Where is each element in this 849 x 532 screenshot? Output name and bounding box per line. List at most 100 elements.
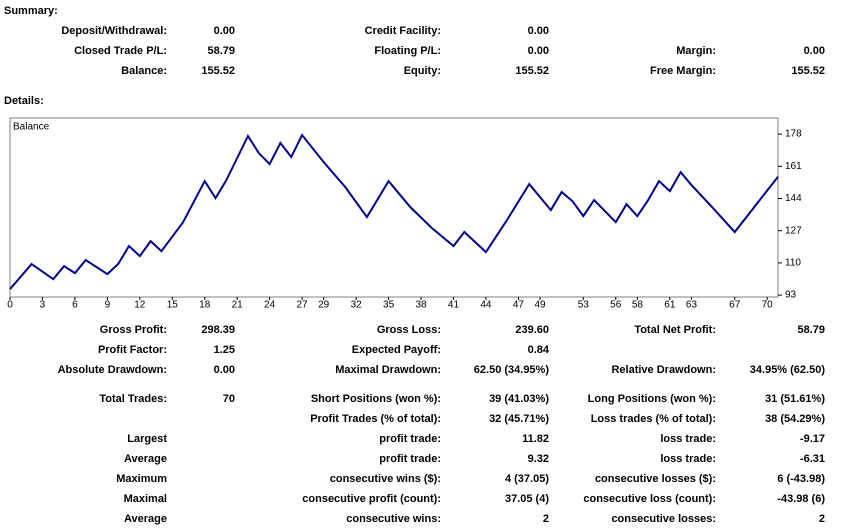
cell-value: -9.17: [800, 433, 825, 445]
cell-label: Credit Facility:: [365, 25, 441, 37]
cell-label: Total Trades:: [99, 393, 167, 405]
cell-label: Average: [124, 513, 167, 525]
balance-line: [9, 133, 779, 290]
y-tick-label: 127: [785, 225, 802, 236]
cell-label: loss trade:: [660, 453, 716, 465]
x-tick-label: 15: [167, 300, 179, 311]
x-tick-label: 63: [686, 300, 698, 311]
cell-value: -43.98 (6): [777, 493, 825, 505]
chart-frame: [9, 117, 779, 298]
cell-label: Balance:: [121, 65, 167, 77]
x-tick-label: 47: [513, 300, 525, 311]
x-tick-label: 38: [415, 300, 427, 311]
cell-label: consecutive wins:: [346, 513, 441, 525]
cell-value: 58.79: [207, 45, 235, 57]
cell-label: Maximal Drawdown:: [335, 364, 441, 376]
cell-value: 0.00: [528, 45, 549, 57]
cell-value: 9.32: [528, 453, 549, 465]
cell-label: Relative Drawdown:: [611, 364, 716, 376]
cell-value: 155.52: [791, 65, 825, 77]
cell-label: Floating P/L:: [374, 45, 441, 57]
cell-label: Free Margin:: [650, 65, 716, 77]
cell-label: loss trade:: [660, 433, 716, 445]
cell-label: Closed Trade P/L:: [74, 45, 167, 57]
cell-value: 62.50 (34.95%): [474, 364, 550, 376]
x-tick-label: 58: [632, 300, 644, 311]
x-tick-label: 12: [134, 300, 146, 311]
x-tick-label: 6: [72, 300, 78, 311]
x-tick-label: 53: [578, 300, 590, 311]
cell-value: 70: [223, 393, 235, 405]
x-tick-label: 61: [664, 300, 676, 311]
cell-label: consecutive loss (count):: [583, 493, 716, 505]
cell-label: Total Net Profit:: [634, 324, 716, 336]
cell-label: consecutive profit (count):: [302, 493, 441, 505]
cell-value: 34.95% (62.50): [750, 364, 826, 376]
cell-value: 1.25: [214, 344, 235, 356]
cell-value: 155.52: [201, 65, 235, 77]
x-tick-label: 27: [296, 300, 308, 311]
cell-value: 0.00: [804, 45, 825, 57]
cell-value: 0.00: [528, 25, 549, 37]
summary-title: Summary:: [4, 5, 58, 17]
x-tick-label: 3: [40, 300, 46, 311]
cell-label: profit trade:: [379, 433, 441, 445]
cell-label: Profit Factor:: [98, 344, 167, 356]
y-tick-label: 144: [785, 193, 802, 204]
cell-label: consecutive losses ($):: [595, 473, 716, 485]
cell-label: Margin:: [676, 45, 716, 57]
cell-value: 298.39: [201, 324, 235, 336]
cell-value: 4 (37.05): [505, 473, 549, 485]
cell-label: Equity:: [404, 65, 441, 77]
cell-label: Gross Profit:: [100, 324, 167, 336]
cell-value: 32 (45.71%): [489, 413, 549, 425]
cell-label: Largest: [127, 433, 167, 445]
cell-value: 58.79: [797, 324, 825, 336]
y-tick-label: 93: [785, 290, 797, 301]
x-tick-label: 35: [383, 300, 395, 311]
cell-label: consecutive wins ($):: [330, 473, 441, 485]
cell-label: Absolute Drawdown:: [58, 364, 167, 376]
cell-value: 31 (51.61%): [765, 393, 825, 405]
details-title: Details:: [4, 95, 44, 107]
cell-value: 37.05 (4): [505, 493, 549, 505]
cell-label: Maximal: [124, 493, 167, 505]
x-tick-label: 0: [7, 300, 13, 311]
x-tick-label: 44: [480, 300, 492, 311]
x-tick-label: 29: [318, 300, 330, 311]
cell-value: 38 (54.29%): [765, 413, 825, 425]
cell-value: 0.00: [214, 25, 235, 37]
x-tick-label: 70: [762, 300, 774, 311]
x-tick-label: 9: [105, 300, 111, 311]
cell-value: 2: [543, 513, 549, 525]
cell-label: Profit Trades (% of total):: [310, 413, 441, 425]
x-tick-label: 24: [264, 300, 276, 311]
x-tick-label: 18: [199, 300, 211, 311]
cell-label: Short Positions (won %):: [311, 393, 441, 405]
y-tick-label: 178: [785, 129, 802, 140]
cell-label: Expected Payoff:: [352, 344, 441, 356]
y-tick-label: 110: [785, 258, 801, 269]
cell-value: 6 (-43.98): [777, 473, 825, 485]
x-tick-label: 41: [448, 300, 460, 311]
cell-value: 155.52: [515, 65, 549, 77]
cell-label: consecutive losses:: [611, 513, 716, 525]
x-tick-label: 49: [534, 300, 546, 311]
x-tick-label: 56: [610, 300, 622, 311]
cell-value: 0.84: [528, 344, 550, 356]
x-tick-label: 32: [351, 300, 363, 311]
cell-value: 39 (41.03%): [489, 393, 549, 405]
cell-label: Deposit/Withdrawal:: [61, 25, 167, 37]
cell-value: 239.60: [515, 324, 549, 336]
cell-label: Maximum: [116, 473, 167, 485]
cell-label: Gross Loss:: [377, 324, 441, 336]
cell-value: -6.31: [800, 453, 825, 465]
cell-label: Average: [124, 453, 167, 465]
x-tick-label: 21: [232, 300, 244, 311]
chart-label: Balance: [13, 122, 50, 133]
y-tick-label: 161: [785, 161, 802, 172]
cell-label: Loss trades (% of total):: [591, 413, 716, 425]
cell-value: 11.82: [522, 433, 549, 445]
